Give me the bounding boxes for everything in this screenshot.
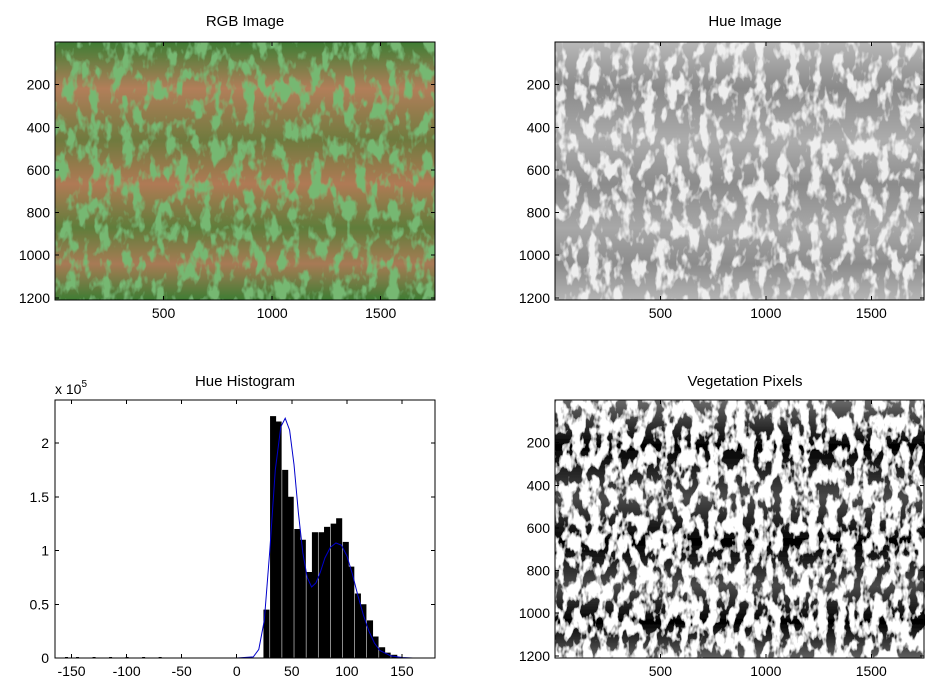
y-tick-label: 600 (527, 520, 551, 536)
x-tick-label: 50 (284, 663, 300, 679)
x-tick-label: 1500 (365, 305, 396, 321)
y-tick-label: 1000 (519, 605, 550, 621)
x-tick-label: 1500 (856, 305, 887, 321)
x-tick-label: -150 (58, 663, 86, 679)
axes-box (54, 399, 436, 659)
y-tick-label: 0 (41, 650, 49, 666)
axes-background (55, 400, 435, 658)
panel-title: RGB Image (206, 13, 284, 30)
hue-image (555, 42, 925, 300)
vegetation-mask-image (555, 400, 925, 658)
histogram-bar (270, 416, 277, 658)
histogram-bar (384, 652, 391, 658)
histogram-bar (306, 572, 313, 658)
axes-box (554, 41, 925, 301)
y-ticks: 200 400 600 800 1000 1200 (519, 435, 924, 664)
x-tick-label: 0 (233, 663, 241, 679)
histogram-bar (336, 518, 343, 658)
y-tick-label: 1000 (19, 247, 50, 263)
histogram-bar (263, 609, 270, 658)
y-multiplier: x 105 (55, 379, 87, 397)
y-tick-label: 1 (41, 543, 49, 559)
panel-vegetation-pixels: Vegetation Pixels 500 1000 1500 200 400 600 8… (519, 373, 925, 679)
fit-curve (55, 417, 435, 659)
y-tick-label: 800 (527, 205, 551, 221)
y-tick-label: 600 (27, 162, 51, 178)
histogram-bar (348, 566, 355, 658)
rgb-image (55, 42, 435, 300)
y-tick-label: 1200 (519, 648, 550, 664)
histogram-bar (318, 532, 325, 658)
x-tick-label: 500 (649, 305, 673, 321)
axes-box (54, 41, 436, 301)
axes-box (554, 399, 925, 659)
panel-hue-histogram: Hue Histogram x 105 -150 -100 -50 0 50 100 150… (30, 373, 436, 679)
y-tick-label: 200 (27, 77, 51, 93)
y-tick-label: 200 (527, 435, 551, 451)
panel-title: Vegetation Pixels (687, 373, 802, 390)
histogram-bars (65, 416, 403, 658)
x-tick-label: 1000 (257, 305, 288, 321)
y-tick-label: 1.5 (30, 489, 50, 505)
histogram-bar (372, 636, 379, 658)
y-tick-label: 800 (27, 205, 51, 221)
panel-title: Hue Histogram (195, 373, 295, 390)
x-tick-label: 500 (152, 305, 176, 321)
x-tick-label: 150 (390, 663, 414, 679)
y-tick-label: 2 (41, 435, 49, 451)
x-tick-label: 100 (335, 663, 359, 679)
y-tick-label: 400 (527, 119, 551, 135)
x-tick-label: -100 (113, 663, 141, 679)
y-tick-label: 600 (527, 162, 551, 178)
y-ticks: 200 400 600 800 1000 1200 (19, 77, 435, 306)
y-ticks: 0 0.5 1 1.5 2 (30, 435, 435, 666)
histogram-bar (311, 532, 318, 658)
y-tick-label: 200 (527, 77, 551, 93)
histogram-bar (294, 529, 301, 658)
y-tick-label: 1000 (519, 247, 550, 263)
x-tick-label: 1500 (856, 663, 887, 679)
y-tick-label: 400 (527, 477, 551, 493)
x-ticks: 500 1000 1500 (649, 42, 887, 321)
panel-hue-image: Hue Image 500 1000 1500 200 400 600 800 1000 12… (519, 13, 925, 321)
histogram-bar (366, 620, 374, 658)
histogram-bar (379, 647, 386, 658)
panel-rgb-image: RGB Image 500 1000 1500 200 400 600 800 1000 12… (19, 13, 436, 321)
histogram-bar (342, 541, 349, 658)
y-ticks: 200 400 600 800 1000 1200 (519, 77, 924, 306)
histogram-bar (282, 469, 289, 658)
x-tick-label: 1000 (750, 663, 781, 679)
histogram-bar (299, 539, 306, 658)
histogram-bar (324, 526, 331, 658)
x-tick-label: 500 (649, 663, 673, 679)
x-tick-label: -50 (172, 663, 192, 679)
y-tick-label: 0.5 (30, 596, 50, 612)
panel-title: Hue Image (708, 13, 781, 30)
histogram-bar (354, 593, 361, 658)
y-tick-label: 800 (527, 563, 551, 579)
x-ticks: -150 -100 -50 0 50 100 150 (58, 400, 414, 679)
histogram-bar (275, 421, 282, 658)
x-tick-label: 1000 (750, 305, 781, 321)
histogram-bar (330, 523, 337, 658)
histogram-bar (360, 604, 367, 658)
y-tick-label: 1200 (519, 290, 550, 306)
y-tick-label: 400 (27, 119, 51, 135)
y-tick-label: 1200 (19, 290, 50, 306)
histogram-bar (287, 496, 294, 658)
x-ticks: 500 1000 1500 (649, 400, 887, 679)
x-ticks: 500 1000 1500 (152, 42, 396, 321)
